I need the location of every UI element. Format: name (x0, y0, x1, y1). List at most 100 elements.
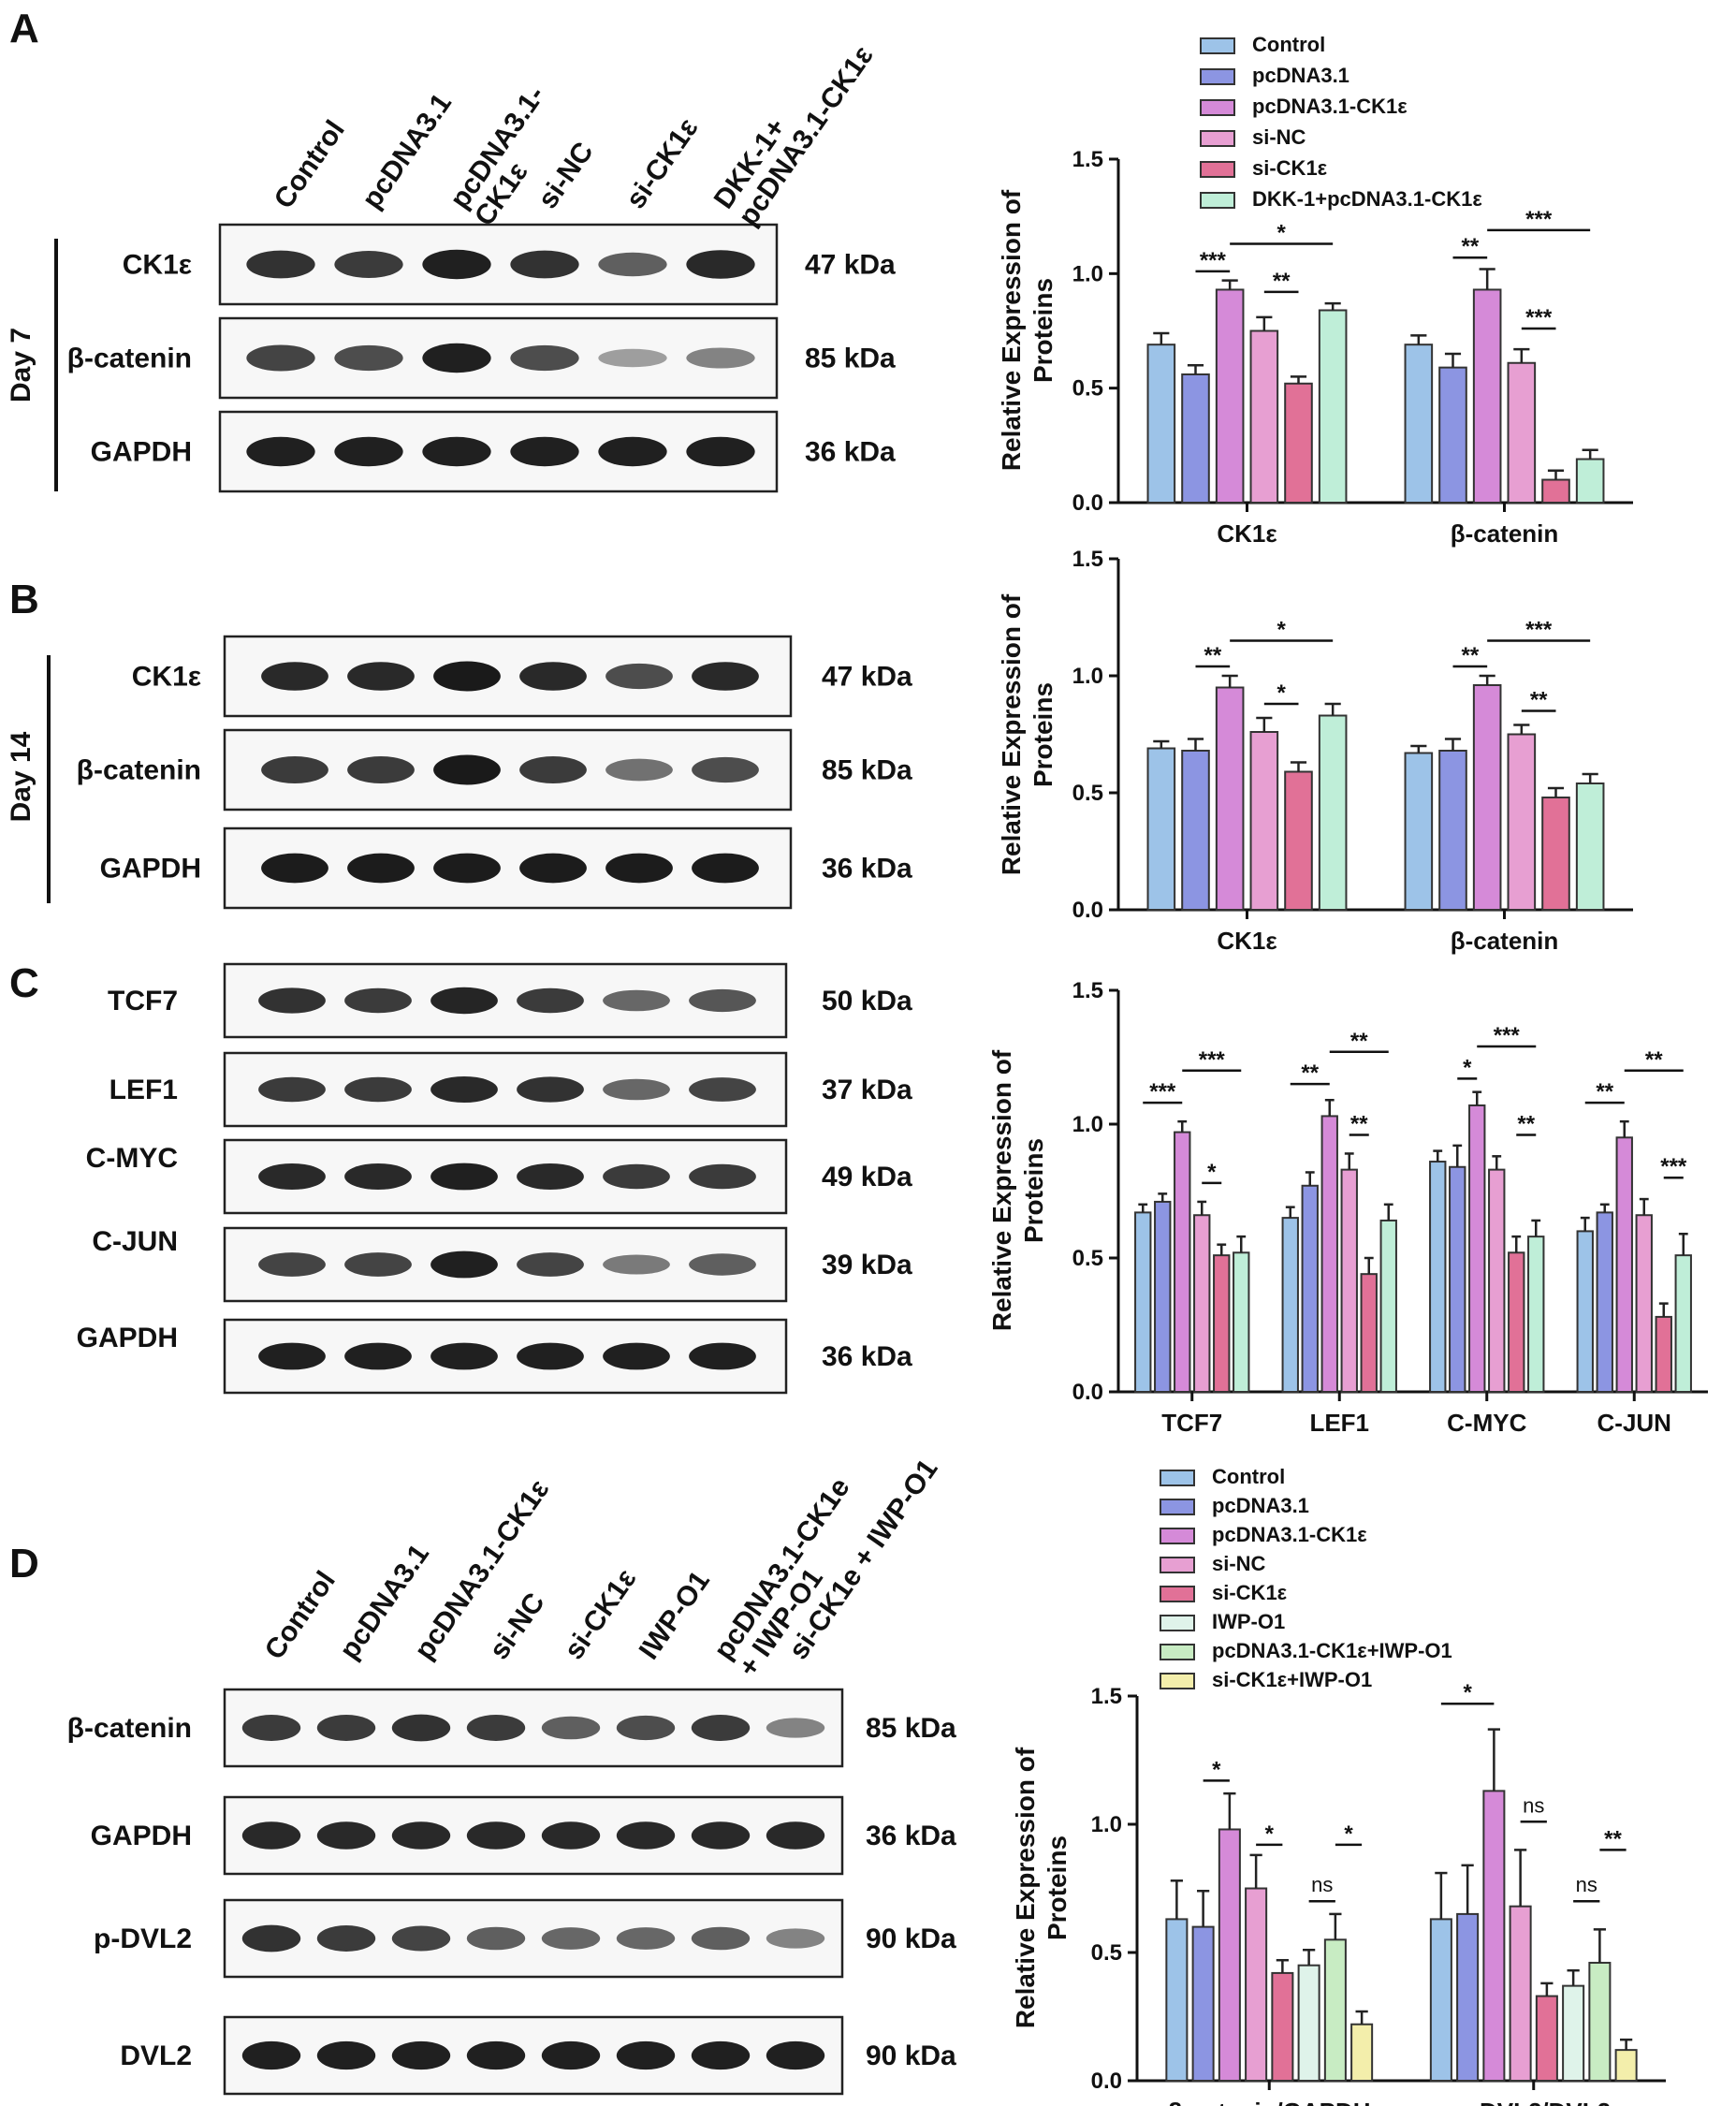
bar-chart-b: 0.0 0.5 1.0 1.5 Relative Expression of Protei… (997, 547, 1633, 955)
legend-swatch (1200, 192, 1235, 209)
significance-label: ** (1301, 1060, 1319, 1086)
y-tick-label: 1.5 (1072, 147, 1103, 172)
significance-label: ns (1576, 1873, 1597, 1896)
bar (1284, 382, 1313, 505)
kda-label: 50 kDa (822, 986, 912, 1016)
lane-label: si-NC (532, 137, 600, 214)
bar (1318, 714, 1348, 911)
bar (1301, 1184, 1319, 1394)
lane-label: Control (269, 115, 351, 214)
legend-entry: DKK-1+pcDNA3.1-CK1ε (1252, 187, 1482, 211)
bar (1146, 344, 1176, 504)
blot-band (258, 1252, 326, 1277)
kda-label: 36 kDa (822, 1341, 912, 1372)
blot-band (605, 853, 673, 884)
kda-label: 47 kDa (822, 662, 912, 693)
bar (1615, 1136, 1633, 1394)
blot-band (316, 1715, 376, 1741)
legend-entry: si-CK1ε+IWP-O1 (1212, 1668, 1372, 1691)
blot-band (517, 987, 584, 1014)
bar (1575, 782, 1605, 911)
y-tick-label: 0.0 (1072, 1380, 1103, 1405)
legend-swatch (1200, 68, 1235, 85)
significance-label: ** (1604, 1826, 1622, 1851)
bar (1318, 309, 1348, 505)
bar (1468, 1104, 1486, 1393)
text-line: Relative Expression of (997, 593, 1026, 875)
kda-label: 85 kDa (866, 1713, 956, 1744)
blot-band (316, 2040, 376, 2070)
significance-label: ns (1523, 1793, 1544, 1817)
category-label: p-DVL2/DVL2 (1456, 2098, 1611, 2106)
bar (1379, 1219, 1397, 1393)
significance-label: ** (1273, 269, 1291, 294)
bar (1488, 1168, 1506, 1393)
y-tick-label: 1.5 (1072, 547, 1103, 572)
kda-label: 47 kDa (805, 250, 896, 281)
blot-band (430, 1250, 498, 1279)
bar (1245, 1887, 1268, 2082)
significance-label: *** (1200, 248, 1227, 273)
legend-swatch (1160, 1470, 1195, 1486)
blot-panel-c: TCF7 50 kDa LEF1 37 kDa C-MYC 49 kDa C-JUN 39 k… (77, 962, 912, 1395)
kda-label: 85 kDa (805, 344, 896, 374)
bar (1541, 797, 1570, 911)
blot-row-label: β-catenin (77, 755, 201, 786)
blot-row-label: TCF7 (108, 986, 178, 1016)
significance-label: ** (1645, 1047, 1663, 1073)
blot-band (430, 987, 498, 1015)
text-line: pcDNA3.1 (357, 88, 458, 214)
blot-band (598, 252, 667, 277)
bar-chart-c: 0.0 0.5 1.0 1.5 Relative Expression of Protei… (987, 978, 1708, 1437)
significance-label: ns (1311, 1873, 1333, 1896)
y-axis-label: Relative Expression of Proteins (997, 189, 1058, 471)
legend-panel-a: Control pcDNA3.1 pcDNA3.1-CK1ε si-NC si-CK1ε… (1200, 33, 1482, 211)
category-label: CK1ε (1217, 927, 1276, 955)
y-tick-label: 0.5 (1072, 781, 1103, 806)
text-line: si-NC (484, 1587, 551, 1665)
significance-label: ** (1596, 1079, 1613, 1104)
bar (1215, 686, 1245, 911)
y-tick-label: 1.0 (1072, 261, 1103, 286)
bar (1507, 361, 1537, 504)
y-axis-label: Relative Expression of Proteins (1011, 1747, 1072, 2028)
lane-label: si-NC (484, 1587, 551, 1665)
legend-swatch (1160, 1644, 1195, 1660)
day14-label: Day 14 (6, 731, 36, 822)
blot-band (766, 2040, 825, 2070)
bar (1472, 684, 1502, 911)
significance-label: ** (1530, 688, 1548, 713)
text-line: Control (269, 115, 351, 214)
bar (1404, 752, 1434, 911)
blot-band (422, 249, 491, 280)
text-line: pcDNA3.1-CK1ε (409, 1474, 556, 1665)
significance-label: * (1276, 680, 1286, 706)
bar (1429, 1918, 1452, 2082)
bar (1507, 733, 1537, 911)
bar (1527, 1236, 1545, 1393)
blot-band (692, 662, 759, 691)
blot-band (430, 1342, 498, 1370)
bar (1213, 1254, 1231, 1394)
blot-band (347, 756, 415, 783)
legend-swatch (1160, 1528, 1195, 1544)
blot-band (510, 344, 579, 372)
blot-band (541, 1927, 601, 1950)
kda-label: 39 kDa (822, 1250, 912, 1280)
bar (1181, 373, 1210, 504)
bar (1320, 1115, 1338, 1394)
bar (1165, 1918, 1189, 2082)
significance-label: ** (1461, 643, 1479, 668)
blot-band (261, 853, 328, 884)
blot-band (344, 1076, 412, 1103)
category-label: β-catenin (1451, 519, 1559, 548)
legend-swatch (1200, 130, 1235, 147)
blot-band (258, 1342, 326, 1370)
blot-row-label: p-DVL2 (94, 1923, 192, 1954)
bar (1249, 329, 1279, 504)
blot-row-label: GAPDH (91, 437, 192, 468)
blot-row-label: DVL2 (120, 2040, 192, 2071)
bar (1449, 1165, 1466, 1394)
kda-label: 36 kDa (805, 437, 896, 468)
text-line: Relative Expression of (997, 189, 1026, 471)
